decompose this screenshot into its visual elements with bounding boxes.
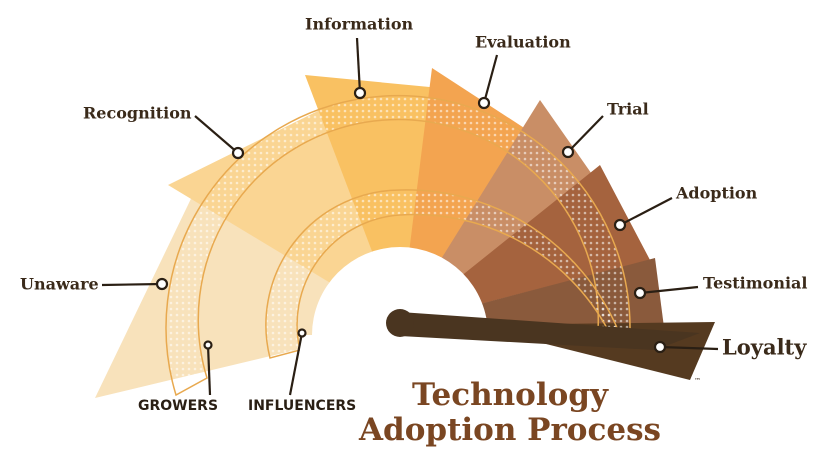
needle — [400, 312, 700, 350]
fan — [95, 68, 715, 423]
title-line: Technology — [412, 377, 609, 413]
marker — [231, 146, 245, 160]
group-label: INFLUENCERS — [248, 398, 356, 414]
stage-label: Testimonial — [703, 274, 807, 293]
marker — [561, 145, 575, 159]
leader — [206, 344, 212, 396]
stage-label: Adoption — [675, 184, 758, 203]
marker — [155, 277, 169, 291]
marker — [353, 86, 367, 100]
group-label: GROWERS — [138, 398, 218, 414]
marker — [203, 340, 213, 350]
stage-label: Evaluation — [475, 33, 571, 52]
influencers-band — [265, 189, 620, 359]
center-hole-base — [300, 335, 400, 375]
stage-label: Trial — [607, 100, 649, 119]
marker — [613, 218, 627, 232]
leader — [288, 332, 304, 396]
trademark: ™ — [694, 377, 701, 385]
leaders — [101, 37, 719, 396]
leader — [619, 197, 673, 226]
leader — [639, 285, 699, 295]
marker — [653, 340, 667, 354]
marker — [297, 328, 307, 338]
leader — [482, 54, 499, 104]
leader — [101, 282, 163, 287]
title-line: Adoption Process — [358, 412, 661, 448]
marker — [633, 286, 647, 300]
stage-label: Loyalty — [722, 335, 807, 360]
stage-label: Unaware — [20, 275, 99, 294]
leader — [659, 345, 719, 351]
marker — [477, 96, 491, 110]
leader — [355, 37, 362, 94]
leader — [567, 115, 604, 153]
stage-label: Recognition — [83, 104, 192, 123]
needle-pivot — [386, 309, 414, 337]
labels: Unaware Recognition Information Evaluati… — [20, 15, 807, 449]
leader — [194, 115, 239, 154]
stage-label: Information — [305, 15, 414, 34]
